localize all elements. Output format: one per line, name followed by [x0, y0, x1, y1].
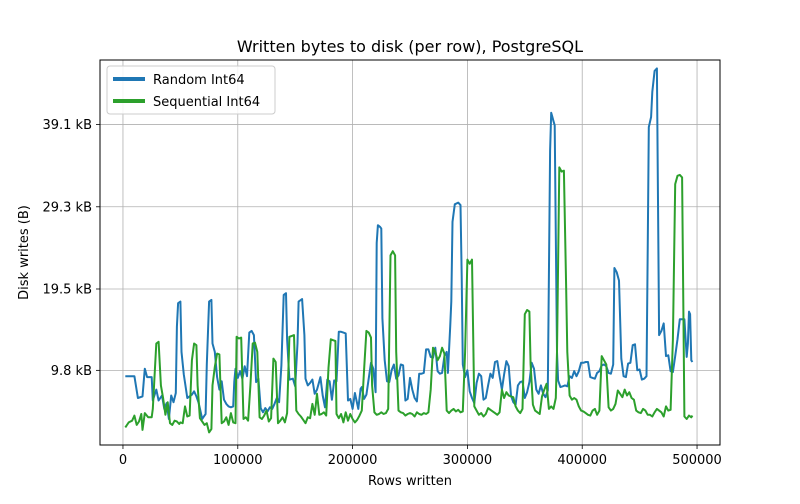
x-axis-label: Rows written [368, 474, 452, 489]
legend-box [106, 65, 276, 115]
x-tick-label: 300000 [443, 453, 493, 468]
x-tick-label: 0 [119, 453, 127, 468]
series-lines [124, 67, 694, 434]
y-tick-label: 9.8 kB [51, 364, 92, 379]
legend-label: Sequential Int64 [153, 95, 260, 110]
series-line-sequential-int64 [124, 166, 694, 434]
plot-frame [99, 59, 721, 446]
y-tick-label: 19.5 kB [42, 282, 92, 297]
y-tick-label: 39.1 kB [42, 118, 92, 133]
legend-label: Random Int64 [153, 73, 245, 88]
x-tick-label: 100000 [213, 453, 263, 468]
legend: Random Int64 Sequential Int64 [106, 65, 276, 115]
y-tick-label: 29.3 kB [42, 200, 92, 215]
x-tick-label: 400000 [557, 453, 607, 468]
y-axis-label: Disk writes (B) [17, 205, 32, 300]
axis-ticks: 0 100000 200000 300000 400000 500000 9.8 kB 19.… [42, 118, 721, 468]
chart-title: Written bytes to disk (per row), Postgre… [237, 37, 583, 56]
x-tick-label: 500000 [672, 453, 722, 468]
grid [100, 60, 720, 445]
x-tick-label: 200000 [328, 453, 378, 468]
